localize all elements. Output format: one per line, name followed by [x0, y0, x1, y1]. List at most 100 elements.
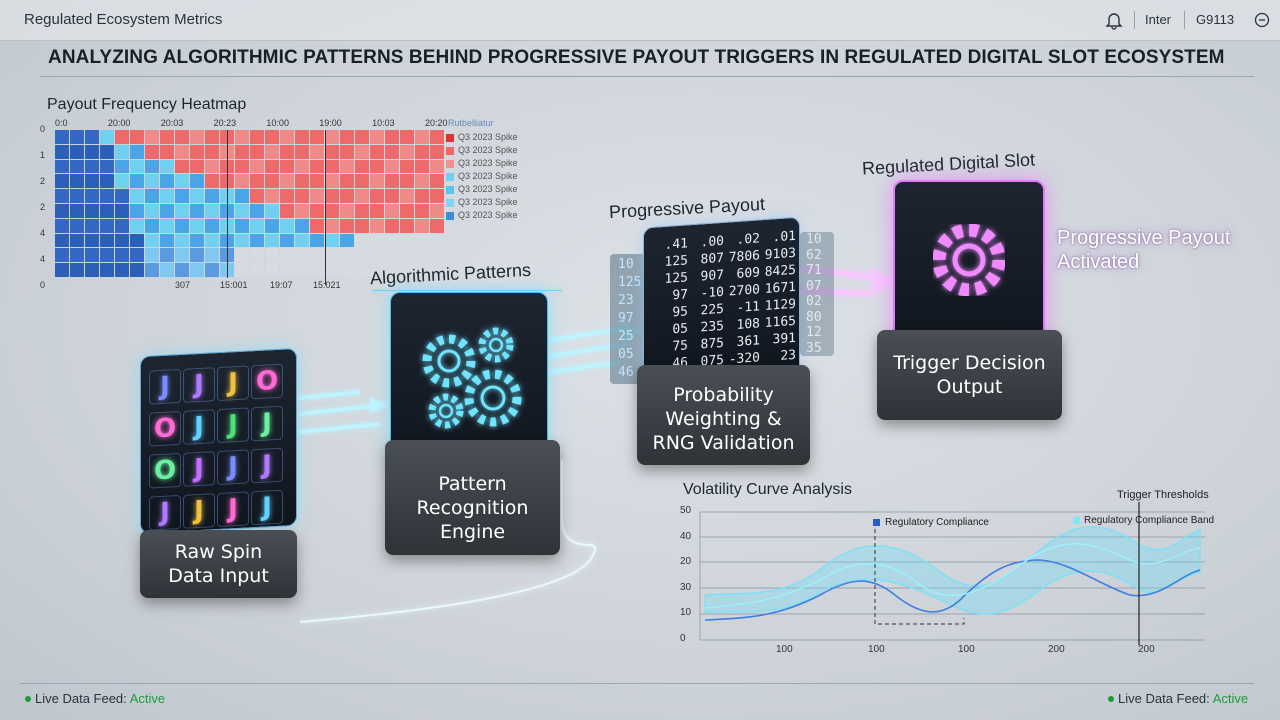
heatmap-cell — [100, 218, 114, 233]
heatmap-cell — [265, 263, 279, 277]
page-title: ANALYZING ALGORITHMIC PATTERNS BEHIND PR… — [48, 47, 1225, 68]
heatmap-cell — [205, 204, 219, 218]
heatmap-cell — [190, 189, 204, 203]
heatmap-cell — [235, 218, 249, 233]
reel-symbol: J — [217, 365, 249, 402]
footer-status: Live Data Feed: Active — [35, 691, 165, 706]
heatmap-cell — [280, 233, 294, 248]
heatmap-cell — [235, 159, 249, 174]
footer-divider — [20, 683, 1254, 684]
heatmap-y-label: 2 — [40, 176, 46, 186]
legend-entry: Q3 2023 Spike — [458, 184, 518, 194]
heatmap-cell — [85, 174, 99, 189]
threshold-label: Trigger Thresholds — [1117, 489, 1209, 501]
heatmap-cell — [415, 218, 429, 233]
heatmap-top-label: 0:0 — [55, 118, 68, 128]
status-dot — [25, 696, 31, 702]
heatmap-cell — [205, 159, 219, 174]
footer-value: Active — [1212, 691, 1249, 706]
heatmap-cell — [160, 263, 174, 277]
heatmap-cell — [205, 189, 219, 203]
heatmap — [55, 130, 445, 285]
heatmap-cell — [100, 144, 114, 159]
heatmap-cell — [295, 218, 309, 233]
heatmap-cell — [340, 159, 354, 174]
heatmap-bottom-label: 15:001 — [220, 280, 248, 290]
heatmap-cell — [160, 248, 174, 263]
heatmap-cell — [325, 248, 339, 263]
number-cell: 23 — [780, 347, 796, 364]
heatmap-cell — [325, 159, 339, 174]
heatmap-cell — [310, 248, 324, 263]
engine-panel — [390, 292, 548, 464]
arrow-input — [299, 390, 388, 434]
heatmap-cell — [400, 204, 414, 218]
compliance-curve — [704, 559, 1201, 621]
number-cell: 02 — [806, 294, 822, 309]
heatmap-cell — [250, 263, 264, 277]
heatmap-cell — [235, 204, 249, 218]
heatmap-cell — [280, 130, 294, 144]
heatmap-cell — [100, 159, 114, 174]
heatmap-cell — [190, 159, 204, 174]
heatmap-cell — [55, 130, 69, 144]
stage-label: Probability Weighting & RNG Validation — [637, 365, 810, 465]
heatmap-cell — [280, 204, 294, 218]
heatmap-cell — [400, 263, 414, 277]
heatmap-cell — [325, 204, 339, 218]
heatmap-cell — [130, 159, 144, 174]
legend-entry: Q3 2023 Spike — [458, 145, 518, 155]
font-selector[interactable]: Inter — [1145, 12, 1172, 27]
heatmap-cell — [190, 144, 204, 159]
separator — [1134, 11, 1135, 29]
bell-icon[interactable] — [1105, 10, 1123, 30]
heatmap-cell — [100, 204, 114, 218]
number-cell: 12 — [806, 325, 822, 340]
heatmap-cell — [310, 144, 324, 159]
heatmap-cell — [415, 189, 429, 203]
heatmap-cell — [235, 174, 249, 189]
heatmap-cell — [280, 263, 294, 277]
heatmap-cell — [325, 218, 339, 233]
reel-symbol: J — [217, 407, 249, 444]
heatmap-cell — [355, 189, 369, 203]
number-cell: 71 — [806, 263, 822, 278]
heatmap-top-label: 20:23 — [213, 118, 237, 128]
heatmap-cell — [145, 263, 159, 277]
menu-icon[interactable] — [1254, 12, 1270, 28]
reel-symbol: J — [149, 368, 181, 405]
heatmap-cell — [265, 174, 279, 189]
heatmap-cell — [400, 218, 414, 233]
heatmap-cell — [145, 218, 159, 233]
heatmap-cell — [370, 159, 384, 174]
heatmap-cell — [70, 204, 84, 218]
legend-entry: Regulatory Compliance — [885, 517, 989, 528]
heatmap-top-label: 10:00 — [266, 118, 289, 128]
heatmap-marker — [227, 130, 228, 278]
arrow-engine — [549, 320, 640, 374]
number-cell: 62 — [806, 247, 822, 263]
heatmap-cell — [310, 204, 324, 218]
heatmap-cell — [400, 233, 414, 248]
heatmap-cell — [115, 130, 129, 144]
reel-symbol: O — [149, 410, 181, 447]
heatmap-cell — [250, 159, 264, 174]
heatmap-cell — [55, 204, 69, 218]
heatmap-top-label: 20:03 — [160, 118, 184, 128]
heatmap-cell — [325, 130, 339, 144]
heatmap-cell — [370, 174, 384, 189]
heatmap-cell — [55, 233, 69, 248]
stage-label: Trigger Decision Output — [877, 330, 1062, 420]
heatmap-cell — [235, 263, 249, 277]
heatmap-legend-title: Rutbelliatur — [448, 118, 494, 128]
reel-symbol: J — [183, 493, 215, 529]
heatmap-cell — [310, 174, 324, 189]
user-code[interactable]: G9113 — [1196, 12, 1235, 27]
heatmap-cell — [355, 233, 369, 248]
heatmap-cell — [415, 144, 429, 159]
heatmap-cell — [265, 248, 279, 263]
heatmap-cell — [205, 233, 219, 248]
number-cell: 05 — [618, 347, 634, 362]
heatmap-cell — [430, 248, 444, 263]
